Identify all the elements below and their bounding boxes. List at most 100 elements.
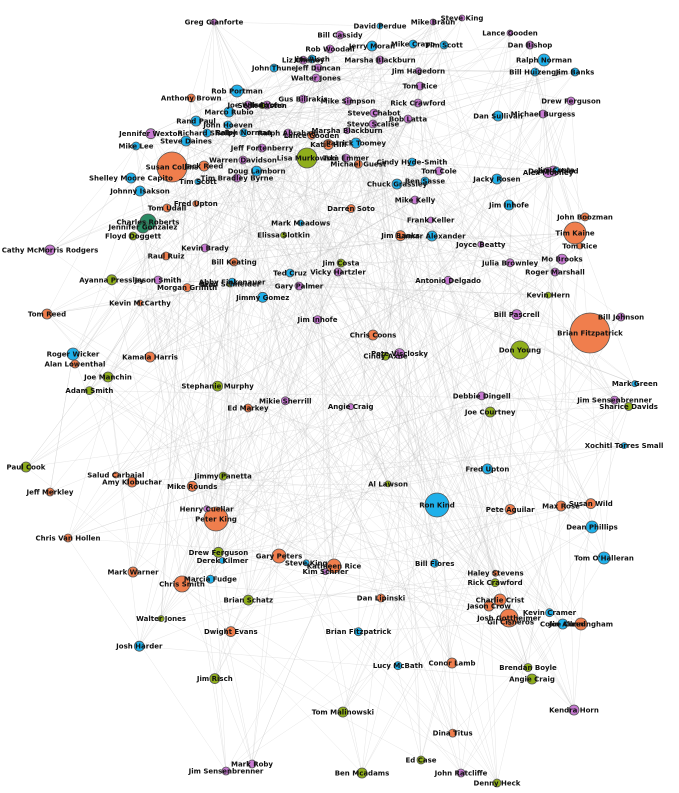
node[interactable] xyxy=(490,578,500,588)
node[interactable] xyxy=(458,14,466,22)
node[interactable] xyxy=(66,347,80,361)
node[interactable] xyxy=(180,135,192,147)
node[interactable] xyxy=(346,204,356,213)
node[interactable] xyxy=(209,673,221,684)
node[interactable] xyxy=(376,22,384,30)
node[interactable] xyxy=(297,219,305,227)
node[interactable] xyxy=(337,706,349,718)
node[interactable] xyxy=(63,533,73,543)
node[interactable] xyxy=(503,199,515,211)
node[interactable] xyxy=(283,128,293,138)
node[interactable] xyxy=(269,63,279,73)
node[interactable] xyxy=(223,120,233,130)
node[interactable] xyxy=(556,253,568,265)
node[interactable] xyxy=(403,114,413,124)
node[interactable] xyxy=(153,275,163,285)
node[interactable] xyxy=(413,98,423,108)
node[interactable] xyxy=(238,155,248,165)
node[interactable] xyxy=(566,96,576,106)
node[interactable] xyxy=(239,128,249,138)
node[interactable] xyxy=(610,395,619,405)
node[interactable] xyxy=(45,487,55,497)
node[interactable] xyxy=(212,546,224,558)
node[interactable] xyxy=(448,728,458,738)
node[interactable] xyxy=(156,151,188,183)
node[interactable] xyxy=(325,44,335,54)
node[interactable] xyxy=(426,230,438,242)
node[interactable] xyxy=(506,29,514,37)
node[interactable] xyxy=(545,608,554,618)
node[interactable] xyxy=(408,39,418,49)
node[interactable] xyxy=(416,755,426,765)
node[interactable] xyxy=(477,240,485,248)
node[interactable] xyxy=(585,498,597,510)
node[interactable] xyxy=(136,220,150,234)
node[interactable] xyxy=(202,128,212,138)
node[interactable] xyxy=(492,778,502,788)
node[interactable] xyxy=(221,766,231,776)
node[interactable] xyxy=(242,594,254,606)
node[interactable] xyxy=(620,442,628,450)
node[interactable] xyxy=(492,569,499,577)
node[interactable] xyxy=(552,166,560,174)
node[interactable] xyxy=(218,557,226,564)
node[interactable] xyxy=(182,283,192,293)
node[interactable] xyxy=(350,137,362,149)
node[interactable] xyxy=(321,568,329,576)
node[interactable] xyxy=(394,348,405,360)
node[interactable] xyxy=(538,109,548,119)
node[interactable] xyxy=(430,558,440,568)
node[interactable] xyxy=(429,18,437,26)
node[interactable] xyxy=(125,172,137,184)
node[interactable] xyxy=(376,593,386,603)
node[interactable] xyxy=(481,463,493,475)
node[interactable] xyxy=(307,130,316,140)
node[interactable] xyxy=(544,291,552,299)
node[interactable] xyxy=(381,351,390,361)
node[interactable] xyxy=(127,566,139,578)
node[interactable] xyxy=(161,251,171,261)
node[interactable] xyxy=(507,618,515,626)
node[interactable] xyxy=(232,173,242,183)
node[interactable] xyxy=(243,100,253,110)
node[interactable] xyxy=(133,640,145,652)
node[interactable] xyxy=(194,178,202,186)
node[interactable] xyxy=(434,166,444,176)
node[interactable] xyxy=(570,67,580,77)
node[interactable] xyxy=(131,141,141,151)
node[interactable] xyxy=(157,615,165,622)
node[interactable] xyxy=(530,67,540,77)
node[interactable] xyxy=(335,30,345,40)
node[interactable] xyxy=(102,371,114,383)
node[interactable] xyxy=(427,216,435,224)
node[interactable] xyxy=(134,185,146,197)
node[interactable] xyxy=(298,94,308,104)
node[interactable] xyxy=(491,173,503,185)
node[interactable] xyxy=(311,73,321,83)
node[interactable] xyxy=(477,391,487,401)
node[interactable] xyxy=(280,396,290,406)
node[interactable] xyxy=(624,402,633,411)
node[interactable] xyxy=(493,593,507,607)
node[interactable] xyxy=(247,759,257,769)
node[interactable] xyxy=(307,54,317,64)
node[interactable] xyxy=(523,663,533,672)
node[interactable] xyxy=(85,386,94,396)
node[interactable] xyxy=(298,55,308,65)
node[interactable] xyxy=(280,231,288,239)
node[interactable] xyxy=(205,574,215,584)
node[interactable] xyxy=(585,520,599,534)
node[interactable] xyxy=(569,312,611,354)
node[interactable] xyxy=(456,768,466,778)
node[interactable] xyxy=(483,600,495,612)
node[interactable] xyxy=(192,200,200,208)
node[interactable] xyxy=(341,153,351,163)
node[interactable] xyxy=(285,268,295,278)
node[interactable] xyxy=(542,167,554,178)
node[interactable] xyxy=(227,277,237,287)
node[interactable] xyxy=(333,267,343,277)
node[interactable] xyxy=(557,618,569,630)
node[interactable] xyxy=(198,160,210,172)
node[interactable] xyxy=(511,309,523,321)
node[interactable] xyxy=(439,40,449,50)
